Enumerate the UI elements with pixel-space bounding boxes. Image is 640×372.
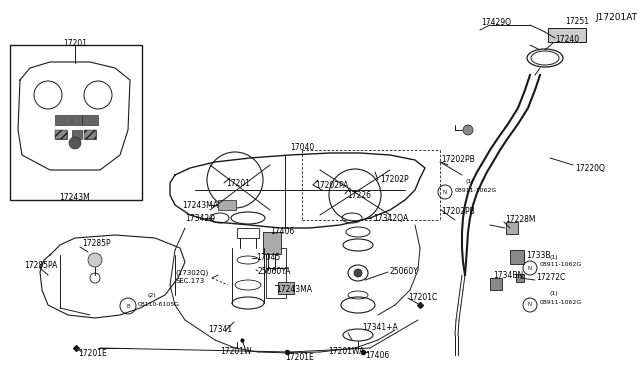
Bar (218, 200, 236, 210)
Text: (1): (1) (550, 254, 559, 260)
Text: (17302Q): (17302Q) (175, 270, 208, 276)
Text: 08911-1062G: 08911-1062G (540, 263, 582, 267)
Bar (72, 115, 82, 125)
Text: 17285PA: 17285PA (24, 260, 58, 269)
Text: 17220Q: 17220Q (575, 164, 605, 173)
Text: 17341: 17341 (208, 326, 232, 334)
Bar (84, 130, 96, 139)
Text: 17243MA: 17243MA (276, 285, 312, 295)
Text: 17201: 17201 (63, 38, 87, 48)
Bar (84, 130, 96, 139)
Text: 17202PB: 17202PB (441, 155, 475, 164)
Text: 17243MA: 17243MA (182, 201, 218, 209)
Text: 17243M: 17243M (60, 193, 90, 202)
Text: J17201AT: J17201AT (595, 13, 637, 22)
Text: (1): (1) (465, 180, 474, 185)
Circle shape (88, 253, 102, 267)
Text: 17406: 17406 (365, 350, 389, 359)
Text: 17429Q: 17429Q (481, 19, 511, 28)
Bar (516, 274, 524, 282)
Text: 17201W: 17201W (220, 346, 252, 356)
Bar (490, 278, 502, 290)
Text: 1734BN: 1734BN (493, 272, 524, 280)
Bar (55, 130, 67, 139)
Bar (506, 222, 518, 234)
Text: N: N (528, 266, 532, 270)
Circle shape (354, 269, 362, 277)
Text: 17201C: 17201C (408, 294, 437, 302)
Text: 25060Y: 25060Y (390, 267, 419, 276)
Text: 17201: 17201 (226, 180, 250, 189)
Text: 25060YA: 25060YA (258, 266, 291, 276)
Bar (548, 28, 586, 42)
Bar (263, 232, 281, 254)
Text: 17201E: 17201E (78, 349, 107, 357)
Bar (266, 248, 286, 298)
Circle shape (463, 125, 473, 135)
Text: 17342QA: 17342QA (373, 214, 408, 222)
Text: 17251: 17251 (565, 17, 589, 26)
Text: 17285P: 17285P (82, 240, 111, 248)
Text: 17341+A: 17341+A (362, 324, 397, 333)
Bar (82, 115, 98, 125)
Text: (1): (1) (550, 292, 559, 296)
Bar (237, 228, 259, 238)
Text: B: B (126, 304, 130, 308)
Text: 08911-1062G: 08911-1062G (455, 187, 497, 192)
Text: 17201E: 17201E (285, 353, 314, 362)
Text: SEC.173: SEC.173 (175, 278, 204, 284)
Text: N: N (443, 189, 447, 195)
Text: 17406: 17406 (270, 228, 294, 237)
Text: (2): (2) (148, 294, 157, 298)
Text: 17342Q: 17342Q (185, 214, 215, 222)
Text: 08110-6105G: 08110-6105G (138, 301, 180, 307)
Text: 17040: 17040 (290, 144, 314, 153)
Text: 17202PA: 17202PA (315, 182, 348, 190)
Bar (55, 115, 71, 125)
Text: 1733B: 1733B (526, 250, 550, 260)
Text: 17045: 17045 (256, 253, 280, 263)
Bar (278, 282, 294, 294)
Bar (510, 250, 524, 264)
Text: 17201WA: 17201WA (328, 346, 364, 356)
Circle shape (69, 137, 81, 149)
Bar (72, 130, 82, 139)
Bar (55, 130, 67, 139)
Text: 17202PB: 17202PB (441, 208, 475, 217)
Bar (10, 45, 142, 200)
Text: 17228M: 17228M (505, 215, 536, 224)
Text: 17226: 17226 (347, 192, 371, 201)
Text: 17202P: 17202P (380, 174, 408, 183)
Text: 17272C: 17272C (536, 273, 565, 282)
Text: 08911-1062G: 08911-1062G (540, 299, 582, 305)
Text: 17240: 17240 (555, 35, 579, 45)
Text: N: N (528, 302, 532, 308)
